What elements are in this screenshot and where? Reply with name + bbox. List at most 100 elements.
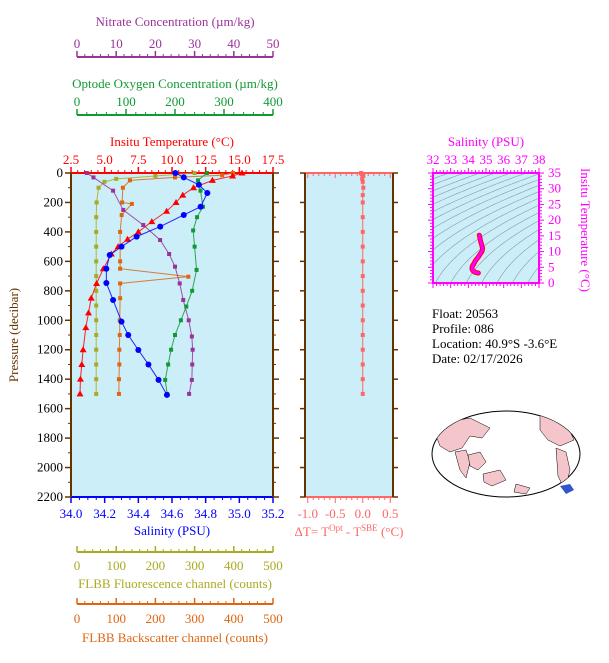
- fluorescence-point: [94, 200, 99, 205]
- oxygen-point: [192, 244, 197, 249]
- tick-label: 0: [74, 611, 81, 626]
- ts-y-tick-label: 0: [548, 275, 555, 290]
- oxygen-point: [196, 178, 201, 183]
- delta-t-title-part: (°C): [378, 524, 404, 539]
- info-profile: Profile: 086: [432, 321, 494, 336]
- fluorescence-axis-title: FLBB Fluorescence channel (counts): [78, 576, 272, 591]
- oxygen-point: [163, 377, 168, 382]
- nitrate-axis-title: Nitrate Concentration (µm/kg): [95, 14, 254, 29]
- fluorescence-point: [94, 377, 99, 382]
- tick-label: 30: [188, 36, 201, 51]
- pressure-tick-label: 1800: [37, 430, 63, 445]
- ts-y-tick-label: 35: [548, 165, 561, 180]
- ts-y-tick-label: 25: [548, 196, 561, 211]
- backscatter-point: [127, 178, 132, 183]
- fluorescence-axis: 0 100 200 300 400 500 FLBB Fluorescence channe…: [74, 546, 283, 591]
- salinity-point: [103, 265, 110, 272]
- nitrate-point: [186, 318, 191, 323]
- pressure-tick-label: 1400: [37, 371, 63, 386]
- ts-x-tick-label: 38: [533, 152, 546, 167]
- temperature-point: [124, 235, 132, 242]
- nitrate-point: [158, 238, 163, 243]
- tick-label: 40: [227, 36, 240, 51]
- delta-t-title-part: SBE: [361, 523, 378, 533]
- tick-label: 34.4: [127, 506, 150, 521]
- fluorescence-point: [192, 171, 197, 175]
- ts-y-tick-label: 5: [548, 259, 555, 274]
- salinity-point: [180, 174, 187, 181]
- fluorescence-point: [94, 318, 99, 323]
- delta-t-title-part: Opt: [329, 523, 343, 533]
- backscatter-point: [120, 185, 125, 190]
- ts-y-tick-label: 30: [548, 181, 561, 196]
- nitrate-point: [91, 175, 96, 180]
- tick-label: 200: [165, 94, 185, 109]
- delta-t-point: [360, 229, 365, 234]
- ts-y-tick-label: 20: [548, 212, 561, 227]
- pressure-axis-title: Pressure (decibar): [6, 288, 21, 382]
- oxygen-point: [169, 347, 174, 352]
- tick-label: 12.5: [194, 152, 217, 167]
- temperature-point: [148, 218, 156, 225]
- info-float: Float: 20563: [432, 306, 498, 321]
- density-contour-line: [602, 167, 609, 290]
- delta-t-point: [360, 303, 365, 308]
- temperature-axis: 2.5 5.0 7.5 10.0 12.5 15.0 17.5 Insitu Temperat…: [63, 134, 284, 174]
- nitrate-point: [111, 188, 116, 193]
- ts-x-tick-label: 37: [515, 152, 529, 167]
- density-contour-line: [450, 212, 539, 283]
- continent: [513, 483, 531, 495]
- temperature-point: [87, 294, 95, 301]
- ts-x-tick-label: 32: [427, 152, 440, 167]
- tick-label: 100: [106, 558, 126, 573]
- delta-t-point: [360, 391, 365, 396]
- fluorescence-point: [94, 347, 99, 352]
- salinity-point: [135, 347, 142, 354]
- delta-t-point: [360, 244, 365, 249]
- tick-label: 34.0: [60, 506, 83, 521]
- tick-label: 0: [74, 36, 81, 51]
- ts-x-tick-label: 35: [480, 152, 493, 167]
- fluorescence-point: [94, 391, 99, 396]
- nitrate-point: [121, 207, 126, 212]
- info-location: Location: 40.9°S -3.6°E: [432, 336, 557, 351]
- tick-label: 500: [263, 611, 283, 626]
- oxygen-point: [184, 304, 189, 309]
- backscatter-point: [220, 173, 225, 178]
- oxygen-point: [195, 215, 200, 220]
- density-contour-line: [527, 266, 539, 283]
- salinity-axis-title: Salinity (PSU): [134, 523, 210, 538]
- delta-t-tick-label: 0.0: [355, 506, 371, 521]
- temperature-point: [93, 279, 101, 286]
- density-contours: [433, 167, 609, 290]
- ts-y-title: Insitu Temperature (°C): [578, 168, 593, 292]
- delta-t-point: [360, 259, 365, 264]
- ts-y-tick-label: 10: [548, 244, 561, 259]
- ts-x-tick-label: 33: [444, 152, 457, 167]
- tick-label: 10: [110, 36, 123, 51]
- tick-label: 300: [214, 94, 234, 109]
- delta-t-point: [360, 176, 365, 181]
- nitrate-series: [84, 171, 195, 396]
- salinity-point: [155, 376, 162, 383]
- nitrate-point: [187, 391, 192, 396]
- delta-t-plot-area: [305, 173, 393, 497]
- delta-t-point: [360, 288, 365, 293]
- tick-label: 34.8: [194, 506, 217, 521]
- temperature-point: [208, 176, 216, 183]
- salinity-point: [157, 223, 164, 230]
- temperature-point: [79, 346, 87, 353]
- oxygen-series: [163, 171, 209, 396]
- temperature-point: [82, 324, 90, 331]
- tick-label: 2.5: [63, 152, 79, 167]
- salinity-axis: 34.0 34.2 34.4 34.6 34.8 35.0 35.2 Salinity (PS…: [60, 496, 284, 538]
- float-location-marker: [560, 484, 574, 494]
- tick-label: 200: [146, 558, 166, 573]
- backscatter-point: [117, 362, 122, 367]
- continent: [467, 451, 487, 471]
- delta-t-point: [360, 193, 365, 198]
- tick-label: 300: [185, 611, 205, 626]
- temperature-point: [229, 172, 237, 179]
- nitrate-point: [189, 377, 194, 382]
